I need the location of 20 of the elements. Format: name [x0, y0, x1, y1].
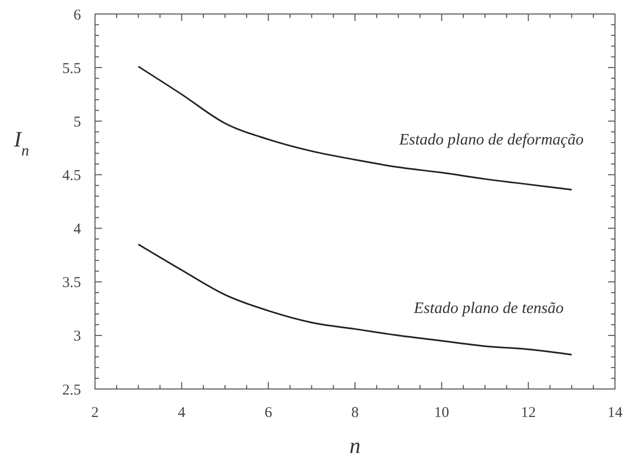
x-tick-label: 8 — [351, 405, 359, 421]
x-tick-label: 4 — [178, 405, 186, 421]
x-tick-label: 14 — [608, 405, 623, 421]
y-tick-label: 6 — [74, 7, 82, 24]
x-tick-label: 6 — [264, 405, 273, 421]
y-tick-label: 3 — [74, 328, 81, 345]
series-label: Estado plano de tensão — [412, 300, 564, 317]
y-tick-label: 3.5 — [62, 275, 81, 292]
y-tick-label: 5 — [74, 114, 81, 130]
line-series — [138, 244, 572, 356]
x-tick-label: 2 — [91, 405, 99, 421]
y-tick-label: 2.5 — [62, 382, 81, 398]
x-tick-label: 10 — [434, 405, 450, 421]
x-axis-title: n — [350, 433, 360, 458]
y-tick-label: 4.5 — [62, 168, 81, 184]
y-axis-title: I$_{n}$ — [13, 126, 30, 159]
y-tick-label: 5.5 — [62, 60, 81, 77]
y-tick-label: 4 — [74, 222, 82, 238]
series-label: Estado plano de deformação — [398, 132, 584, 149]
x-tick-label: 12 — [520, 405, 536, 421]
